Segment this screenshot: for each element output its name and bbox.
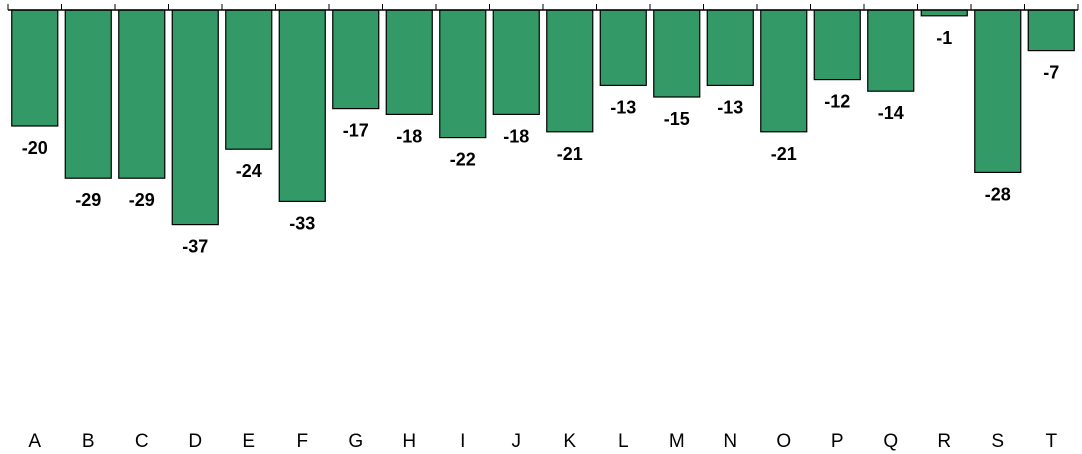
category-label-j: J	[512, 431, 522, 452]
category-label-h: H	[402, 431, 416, 452]
bar-l	[599, 9, 647, 87]
value-label-e: -24	[236, 161, 262, 181]
value-label-r: -1	[936, 28, 952, 48]
bar-e	[225, 9, 273, 150]
value-label-g: -17	[343, 121, 369, 141]
value-label-s: -28	[985, 184, 1011, 204]
bar-a	[11, 9, 59, 127]
category-label-c: C	[135, 431, 149, 452]
bar-f	[278, 9, 326, 202]
category-label-d: D	[188, 431, 202, 452]
bar-t	[1027, 9, 1075, 52]
bar-s	[974, 9, 1022, 173]
category-label-a: A	[28, 431, 41, 452]
value-label-f: -33	[289, 213, 315, 233]
bar-m	[653, 9, 701, 98]
value-label-l: -13	[610, 97, 636, 117]
value-label-i: -22	[450, 150, 476, 170]
category-label-g: G	[348, 431, 363, 452]
category-label-s: S	[991, 431, 1004, 452]
bars-group	[11, 9, 1075, 226]
value-label-m: -15	[664, 109, 690, 129]
bar-h	[385, 9, 433, 116]
category-label-k: K	[563, 431, 576, 452]
bar-d	[171, 9, 219, 226]
value-label-n: -13	[717, 97, 743, 117]
category-label-p: P	[831, 431, 844, 452]
value-labels-group: -20 -29 -29 -37 -24 -33 -17 -18 -22 -18 -21 -13 -15 -…	[22, 28, 1060, 257]
bar-r	[920, 9, 968, 17]
bar-p	[813, 9, 861, 81]
category-label-f: F	[296, 431, 308, 452]
bar-k	[546, 9, 594, 133]
category-label-o: O	[776, 431, 791, 452]
value-label-a: -20	[22, 138, 48, 158]
bar-q	[867, 9, 915, 92]
value-label-c: -29	[129, 190, 155, 210]
value-label-p: -12	[824, 92, 850, 112]
category-label-i: I	[460, 431, 465, 452]
bar-c	[118, 9, 166, 179]
category-label-t: T	[1045, 431, 1057, 452]
category-label-m: M	[669, 431, 685, 452]
value-label-k: -21	[557, 144, 583, 164]
bar-j	[492, 9, 540, 116]
ticks-group	[7, 4, 1079, 10]
category-labels-group: A B C D E F G H I J K L M N O P Q R S T	[28, 431, 1057, 452]
category-label-l: L	[618, 431, 629, 452]
bar-i	[439, 9, 487, 139]
value-label-o: -21	[771, 144, 797, 164]
value-label-q: -14	[878, 103, 904, 123]
bar-o	[760, 9, 808, 133]
value-label-b: -29	[75, 190, 101, 210]
value-label-h: -18	[396, 126, 422, 146]
category-label-e: E	[242, 431, 255, 452]
bar-g	[332, 9, 380, 110]
bar-n	[706, 9, 754, 87]
value-label-d: -37	[182, 237, 208, 257]
bar-b	[64, 9, 112, 179]
category-label-b: B	[82, 431, 95, 452]
category-label-r: R	[937, 431, 951, 452]
value-label-t: -7	[1043, 63, 1059, 83]
category-label-n: N	[723, 431, 737, 452]
value-label-j: -18	[503, 126, 529, 146]
category-label-q: Q	[883, 431, 898, 452]
